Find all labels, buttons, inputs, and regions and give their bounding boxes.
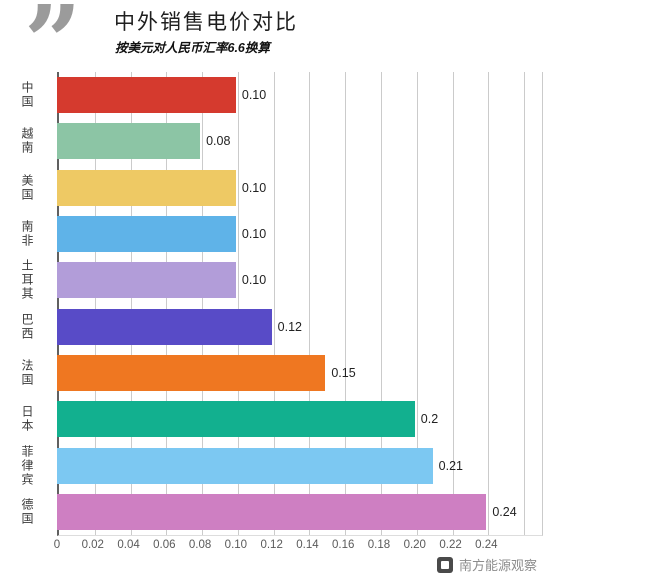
chart-subtitle: 按美元对人民币汇率6.6换算: [115, 41, 270, 55]
category-label: 法国: [20, 358, 34, 387]
gridline: [309, 72, 311, 535]
x-tick-label: 0.16: [332, 539, 355, 551]
bar-track: 0.10: [57, 169, 540, 206]
category-label: 中国: [20, 81, 34, 110]
category-label: 德国: [20, 497, 34, 526]
bar-value-label: 0.10: [241, 180, 267, 195]
x-tick-label: 0.06: [153, 539, 176, 551]
gridline: [273, 72, 275, 535]
bar-value-label: 0.10: [241, 88, 267, 103]
x-tick-label: 0.14: [296, 539, 319, 551]
bar-track: 0.2: [57, 401, 540, 438]
gridline: [416, 72, 418, 535]
gridline: [94, 72, 96, 535]
bar-rows: 中国 0.10 越南 0.08 美国 0.10 南非 0.10 土耳其 0.10 巴西 0.12 法国 0…: [0, 72, 659, 535]
bar-track: 0.10: [57, 77, 540, 114]
bar-value-label: 0.15: [331, 365, 356, 380]
x-tick-label: 0.20: [403, 539, 426, 551]
x-axis: 0 0.02 0.04 0.06 0.08 0.10 0.12 0.14 0.16 0.18 0.2…: [53, 536, 540, 554]
x-tick-label: 0.08: [188, 539, 212, 551]
gridline: [488, 72, 490, 535]
gridline: [345, 72, 347, 535]
gridline: [202, 72, 204, 535]
bar-row: 美国 0.10: [0, 165, 659, 211]
bar-row: 巴西 0.12: [0, 304, 659, 350]
bar-row: 法国 0.15: [0, 350, 659, 396]
bar: [57, 354, 326, 391]
gridline: [380, 72, 382, 535]
gridline: [130, 72, 132, 535]
bar-value-label: 0.2: [420, 412, 439, 427]
gridline: [452, 72, 454, 535]
gridline: [524, 72, 526, 535]
plot-area: [57, 72, 543, 536]
bar: [57, 493, 487, 530]
category-label: 美国: [20, 173, 34, 202]
gridline: [166, 72, 168, 535]
brand-logo-icon: [436, 556, 453, 573]
bar: [57, 169, 236, 206]
gridline: [237, 72, 239, 535]
x-tick-label: 0.12: [260, 539, 283, 551]
bar: [57, 216, 236, 253]
quote-icon: ”: [24, 0, 82, 62]
category-label: 越南: [20, 127, 34, 156]
x-tick-label: 0: [53, 539, 61, 551]
footer: 南方能源观察: [436, 555, 537, 574]
bar-row: 越南 0.08: [0, 118, 659, 164]
chart-title: 中外销售电价对比: [114, 11, 298, 34]
bar: [57, 447, 433, 484]
bar-value-label: 0.21: [438, 458, 463, 473]
header: ” 中外销售电价对比 按美元对人民币汇率6.6换算: [0, 0, 659, 66]
bar: [57, 401, 415, 438]
bar: [57, 262, 236, 299]
brand-name: 南方能源观察: [458, 558, 537, 573]
bar: [57, 77, 236, 114]
bar-value-label: 0.08: [206, 134, 231, 149]
bar-track: 0.15: [57, 354, 540, 391]
bar-row: 日本 0.2: [0, 396, 659, 442]
x-tick-label: 0.04: [117, 539, 140, 551]
bar-value-label: 0.12: [277, 319, 302, 334]
bar: [57, 308, 272, 345]
category-label: 土耳其: [20, 259, 34, 302]
category-label: 南非: [20, 220, 34, 249]
bar-row: 南非 0.10: [0, 211, 659, 257]
x-tick-label: 0.22: [439, 539, 462, 551]
bar-chart: 中国 0.10 越南 0.08 美国 0.10 南非 0.10 土耳其 0.10 巴西 0.12 法国 0…: [0, 72, 659, 536]
bar-row: 中国 0.10: [0, 72, 659, 118]
bar-value-label: 0.24: [492, 504, 517, 519]
bar-track: 0.24: [57, 493, 540, 530]
bar: [57, 123, 201, 160]
bar-track: 0.10: [57, 216, 540, 253]
bar-value-label: 0.10: [241, 227, 267, 242]
bar-row: 菲律宾 0.21: [0, 442, 659, 488]
bar-track: 0.08: [57, 123, 540, 160]
bar-track: 0.10: [57, 262, 540, 299]
bar-track: 0.21: [57, 447, 540, 484]
x-tick-label: 0.24: [475, 539, 498, 551]
category-label: 菲律宾: [20, 444, 34, 487]
category-label: 日本: [20, 405, 34, 434]
bar-value-label: 0.10: [241, 273, 267, 288]
x-tick-label: 0.18: [367, 539, 391, 551]
category-label: 巴西: [20, 312, 34, 341]
x-tick-label: 0.10: [224, 539, 248, 551]
bar-track: 0.12: [57, 308, 540, 345]
x-tick-label: 0.02: [81, 539, 104, 551]
bar-row: 德国 0.24: [0, 489, 659, 535]
bar-row: 土耳其 0.10: [0, 257, 659, 303]
